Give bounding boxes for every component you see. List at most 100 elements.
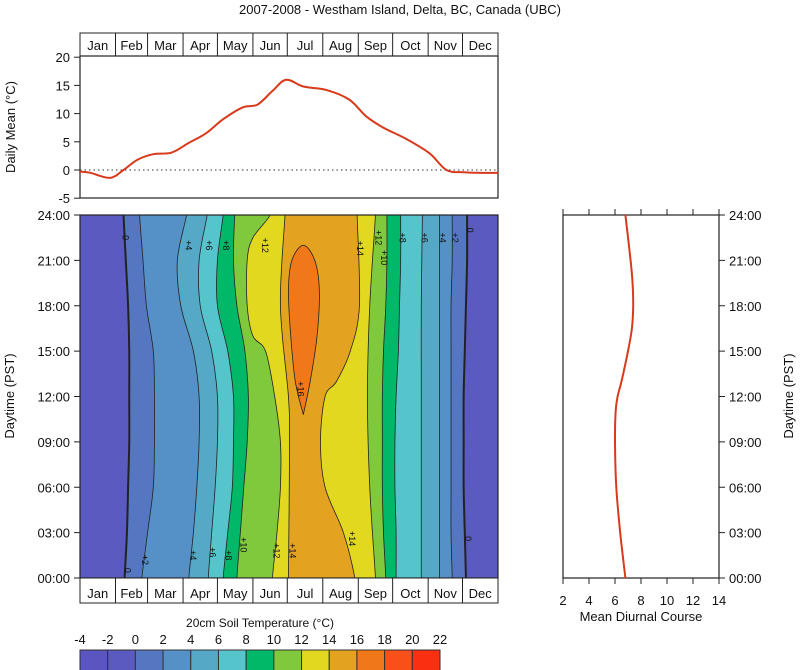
x-tick-label: 6 [611,593,618,608]
month-label: Jun [260,586,281,601]
month-label: Sep [364,38,387,53]
contour-label: +12 [260,238,270,253]
y-tick-label: 12:00 [729,390,762,405]
legend-tick-label: 20 [405,632,419,647]
y-tick-label: 00:00 [37,571,70,586]
y-tick-label: 15 [56,78,70,93]
x-tick-label: 8 [637,593,644,608]
legend-tick-label: 4 [187,632,194,647]
y-tick-label: 24:00 [729,208,762,223]
daily-mean-line [79,78,499,179]
month-label: Jan [87,38,108,53]
month-label: Sep [364,586,387,601]
y-tick-label: 20 [56,50,70,65]
y-tick-label: 00:00 [729,571,762,586]
x-tick-label: 2 [559,593,566,608]
contour-label: +12 [272,543,282,558]
legend-title: 20cm Soil Temperature (°C) [186,616,334,630]
y-tick-label: 21:00 [37,253,70,268]
legend-tick-label: -4 [74,632,86,647]
contour-label: +8 [221,240,231,250]
y-tick-label: 15:00 [37,344,70,359]
month-label: Jul [297,586,314,601]
legend-tick-label: 0 [132,632,139,647]
x-tick-label: 10 [660,593,674,608]
y-tick-label: 12:00 [37,390,70,405]
y-tick-label: 18:00 [729,299,762,314]
legend-tick-label: 16 [350,632,364,647]
contour-label: +4 [188,550,198,560]
y-tick-label: -5 [58,191,70,206]
legend-tick-label: 8 [243,632,250,647]
contour-label: 0 [465,228,475,233]
y-tick-label: 09:00 [729,435,762,450]
y-tick-label: 06:00 [37,480,70,495]
legend-swatch [190,649,219,670]
legend-swatch [328,649,358,670]
month-label: Apr [190,586,211,601]
contour-label: +4 [183,240,193,250]
contour-label: +12 [373,230,383,245]
y-tick-label: 18:00 [37,299,70,314]
month-label: Oct [400,586,421,601]
contour-bands [80,215,498,578]
x-axis-label: Mean Diurnal Course [580,609,703,624]
month-label: Jun [260,38,281,53]
y-tick-label: 03:00 [37,526,70,541]
month-label: Apr [190,38,211,53]
month-label: Mar [154,38,177,53]
legend-tick-label: 12 [294,632,308,647]
contour-y-axis: 00:00 03:00 06:00 09:00 12:00 15:00 18:00 21:00… [37,208,80,586]
y-axis-label-right: Daytime (PST) [781,353,796,438]
month-label: Mar [154,586,177,601]
chart-title: 2007-2008 - Westham Island, Delta, BC, C… [239,2,561,17]
legend-swatch [107,649,136,670]
contour-label: +6 [207,547,217,557]
y-tick-label: 21:00 [729,253,762,268]
legend-swatch [301,649,330,670]
month-label: Dec [469,38,493,53]
contour-label: 0 [123,568,133,573]
y-tick-label: 03:00 [729,526,762,541]
y-tick-label: 09:00 [37,435,70,450]
x-tick-label: 12 [686,593,700,608]
legend-tick-label: 18 [377,632,391,647]
y-axis-label: Daily Mean (°C) [3,81,18,173]
contour-labels: 0+4 +6 +8 +12 +14+12+10+8 +6 +4 +20+160+2 +4 +6 +8… [120,228,475,573]
month-label: Nov [434,586,458,601]
top-y-axis: 20 15 10 5 0 -5 [56,50,80,206]
plot-frame [562,214,720,579]
contour-label: +8 [223,550,233,560]
month-label: Jan [87,586,108,601]
legend-swatch [384,649,413,670]
legend-swatch [162,649,192,670]
contour-label: +14 [288,543,298,558]
contour-label: +4 [438,233,448,243]
month-label: Dec [469,586,493,601]
legend-tick-label: -2 [102,632,114,647]
contour-label: +16 [296,381,306,396]
plot-frame [79,55,499,199]
y-tick-label: 06:00 [729,480,762,495]
month-label: Feb [120,586,142,601]
month-label: Jul [297,38,314,53]
contour-label: +6 [419,233,429,243]
legend-tick-label: 6 [215,632,222,647]
contour-label: +14 [355,241,365,256]
legend-tick-label: 10 [267,632,281,647]
bottom-month-axis: Jan Feb Mar Apr May Jun Jul Aug Sep Oct Nov Dec [87,578,492,603]
legend-tick-label: 22 [433,632,447,647]
x-tick-label: 14 [712,593,726,608]
x-tick-label: 4 [585,593,592,608]
legend-swatch [411,649,441,670]
month-label: Oct [400,38,421,53]
legend-swatch [217,649,247,670]
month-label: Aug [329,586,352,601]
contour-label: +2 [450,233,460,243]
contour-label: +6 [204,240,214,250]
y-tick-label: 10 [56,107,70,122]
y-tick-label: 5 [63,135,70,150]
y-tick-label: 0 [63,163,70,178]
